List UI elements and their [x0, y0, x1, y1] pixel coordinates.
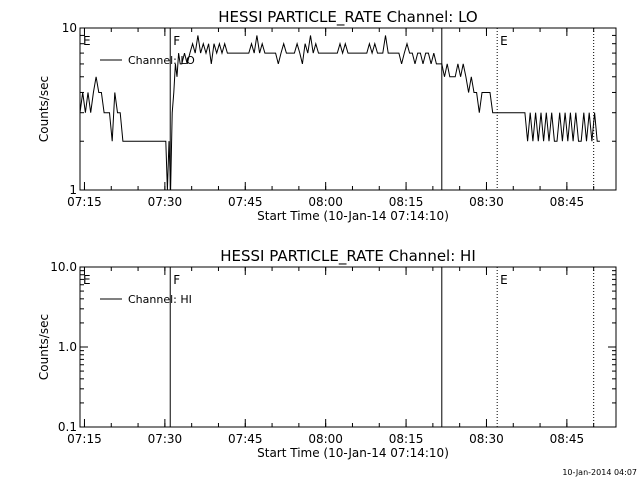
hi-channel-panel: HESSI PARTICLE_RATE Channel: HI Start Tim…	[37, 247, 617, 460]
x-tick-label: 07:45	[228, 432, 263, 446]
x-axis-label: Start Time (10-Jan-14 07:14:10)	[257, 446, 449, 460]
x-tick-label: 08:00	[308, 195, 343, 209]
y-tick-label: 0.1	[58, 420, 77, 434]
x-tick-label: 08:00	[308, 432, 343, 446]
plot-frame	[79, 266, 617, 428]
x-tick-label: 08:45	[550, 432, 585, 446]
x-tick-label: 08:15	[389, 432, 424, 446]
lo-channel-panel: HESSI PARTICLE_RATE Channel: LO Start Tim…	[37, 8, 617, 223]
y-tick-label: 1.0	[58, 340, 77, 354]
x-tick-label: 08:30	[469, 195, 504, 209]
event-marker-label: E	[500, 34, 508, 48]
data-series-line	[79, 35, 600, 191]
x-tick-label: 07:15	[67, 195, 102, 209]
x-tick-label: 07:30	[148, 195, 183, 209]
x-tick-label: 07:45	[228, 195, 263, 209]
x-tick-label: 07:15	[67, 432, 102, 446]
y-axis-label: Counts/sec	[37, 314, 51, 380]
x-tick-label: 08:30	[469, 432, 504, 446]
y-axis-label: Counts/sec	[37, 76, 51, 142]
event-marker-label: E	[83, 34, 91, 48]
x-tick-label: 08:15	[389, 195, 424, 209]
footer-timestamp: 10-Jan-2014 04:07	[562, 468, 637, 477]
event-marker-label: E	[500, 273, 508, 287]
x-tick-label: 07:30	[148, 432, 183, 446]
y-tick-label: 10.0	[50, 260, 77, 274]
x-tick-label: 08:45	[550, 195, 585, 209]
chart-title: HESSI PARTICLE_RATE Channel: LO	[218, 8, 477, 27]
legend-label: Channel: HI	[128, 293, 192, 306]
event-marker-label: F	[173, 273, 180, 287]
x-axis-label: Start Time (10-Jan-14 07:14:10)	[257, 209, 449, 223]
chart-title: HESSI PARTICLE_RATE Channel: HI	[220, 247, 476, 266]
y-tick-label: 10	[62, 21, 77, 35]
y-tick-label: 1	[69, 183, 77, 197]
event-marker-label: E	[83, 273, 91, 287]
event-marker-label: F	[173, 34, 180, 48]
